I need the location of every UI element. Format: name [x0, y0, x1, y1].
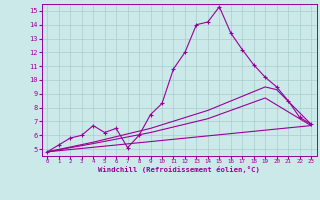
X-axis label: Windchill (Refroidissement éolien,°C): Windchill (Refroidissement éolien,°C) — [98, 166, 260, 173]
